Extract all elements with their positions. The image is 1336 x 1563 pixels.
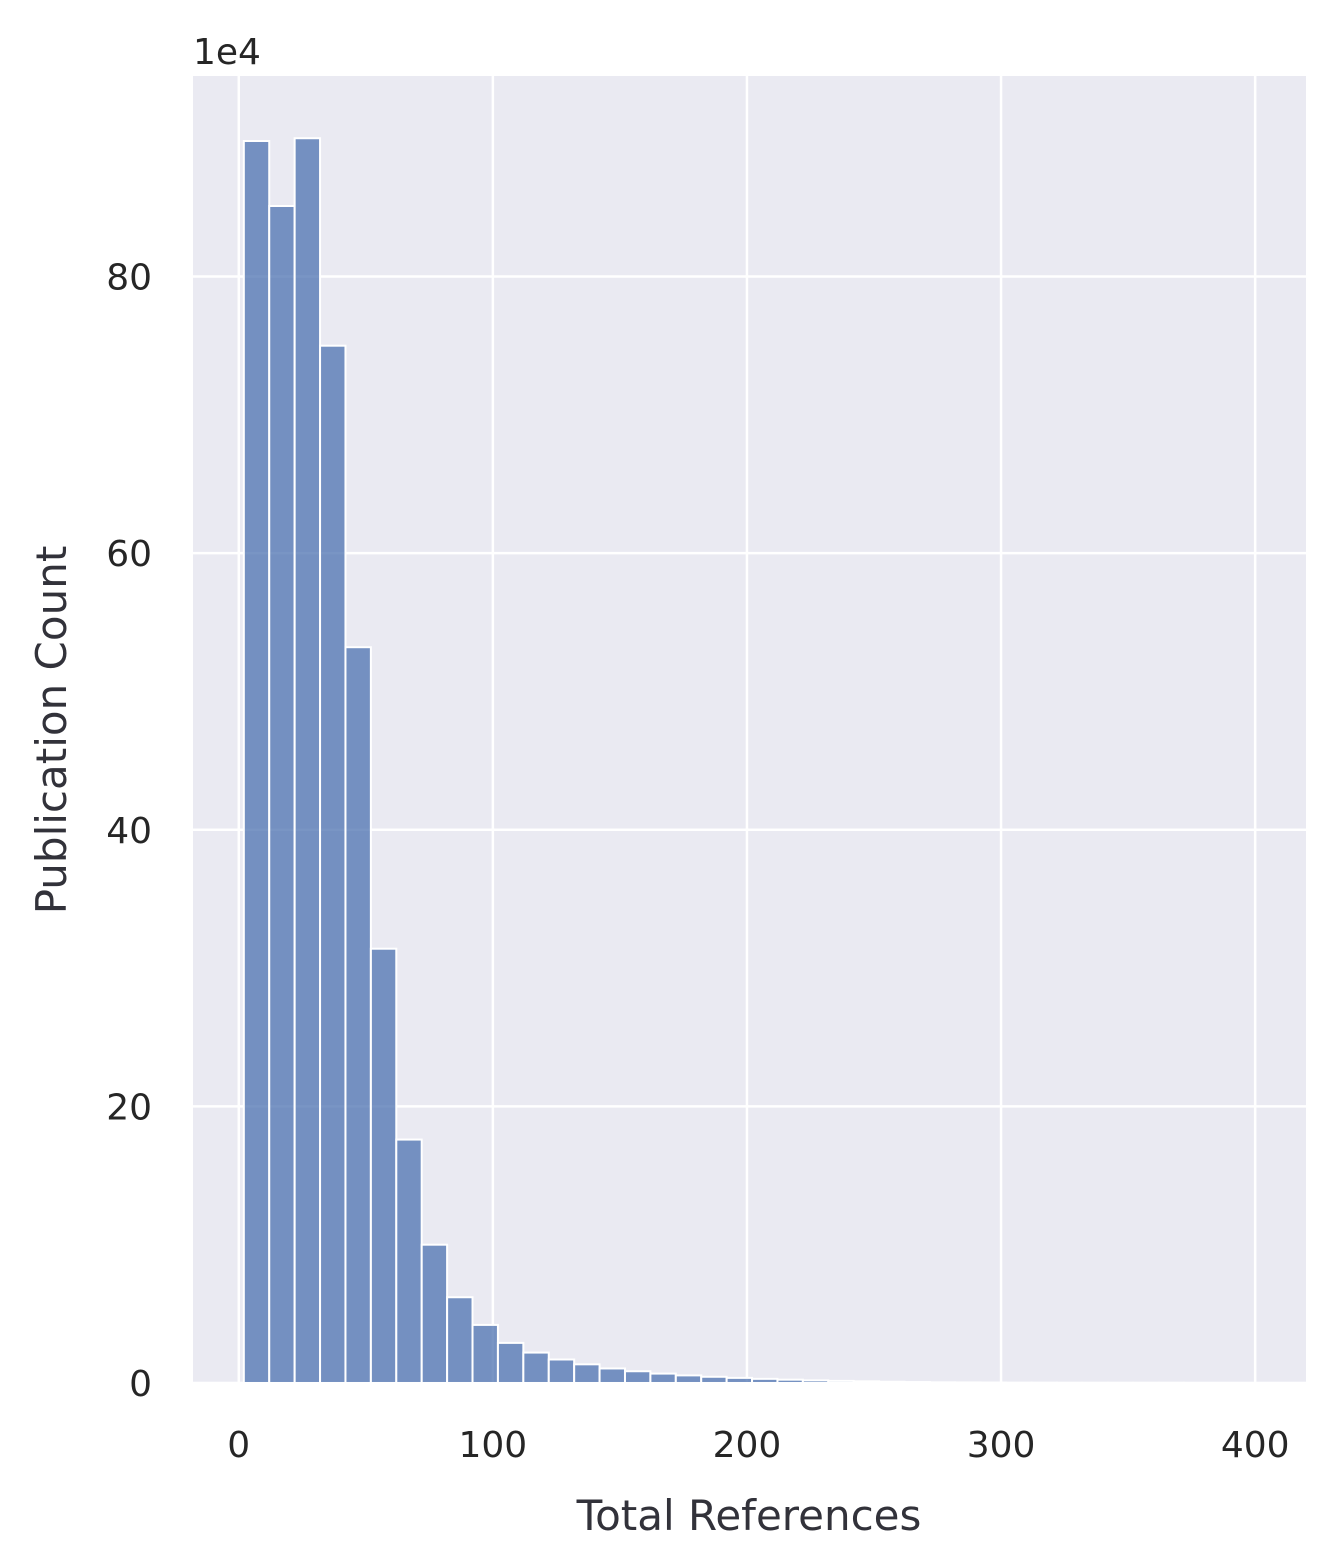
- histogram-bar: [471, 1323, 499, 1385]
- histogram-bar: [268, 205, 296, 1385]
- histogram-bar: [674, 1374, 703, 1384]
- x-tick-label: 300: [967, 1425, 1036, 1466]
- histogram-bar: [496, 1341, 525, 1384]
- histogram-bar: [522, 1351, 550, 1385]
- histogram-bars: [242, 137, 1262, 1385]
- histogram-bar: [801, 1379, 830, 1385]
- histogram-bar: [344, 646, 372, 1384]
- y-tick-label: 80: [106, 258, 152, 299]
- histogram-bar: [928, 1381, 957, 1385]
- y-tick-label: 20: [106, 1087, 152, 1128]
- y-tick-label: 60: [106, 534, 152, 575]
- histogram-bar: [420, 1243, 449, 1384]
- y-axis-label: Publication Count: [27, 546, 76, 915]
- histogram-bar: [954, 1381, 982, 1385]
- histogram-bar: [369, 947, 398, 1385]
- x-tick-label: 400: [1221, 1425, 1290, 1466]
- histogram-bar: [598, 1367, 626, 1385]
- histogram-bar: [852, 1380, 881, 1385]
- histogram-bar: [446, 1296, 474, 1385]
- histogram-bar: [725, 1376, 754, 1385]
- histogram-bar: [319, 344, 347, 1385]
- histogram-bar: [878, 1380, 906, 1385]
- histogram-bar: [573, 1363, 601, 1385]
- y-axis-offset-label: 1e4: [193, 32, 261, 73]
- histogram-bar: [242, 140, 271, 1384]
- histogram-bar: [623, 1370, 652, 1384]
- grid-lines: [193, 76, 1306, 1385]
- histogram-bar: [776, 1378, 804, 1385]
- histogram-bar: [827, 1379, 855, 1385]
- histogram-bar: [700, 1375, 728, 1385]
- histogram-bar: [751, 1377, 779, 1385]
- x-tick-label: 200: [713, 1425, 782, 1466]
- histogram-bar: [903, 1381, 931, 1385]
- x-tick-label: 0: [227, 1425, 250, 1466]
- histogram-bar: [547, 1358, 576, 1384]
- y-tick-labels: 0 20 40 60 80: [106, 258, 152, 1405]
- histogram-bar: [649, 1372, 677, 1384]
- x-axis-label: Total References: [576, 1491, 922, 1540]
- x-tick-labels: 0 100 200 300 400: [227, 1425, 1289, 1466]
- histogram-bar: [293, 137, 322, 1385]
- histogram-bar: [395, 1138, 423, 1384]
- y-tick-label: 40: [106, 811, 152, 852]
- x-tick-label: 100: [458, 1425, 527, 1466]
- y-tick-label: 0: [129, 1364, 152, 1405]
